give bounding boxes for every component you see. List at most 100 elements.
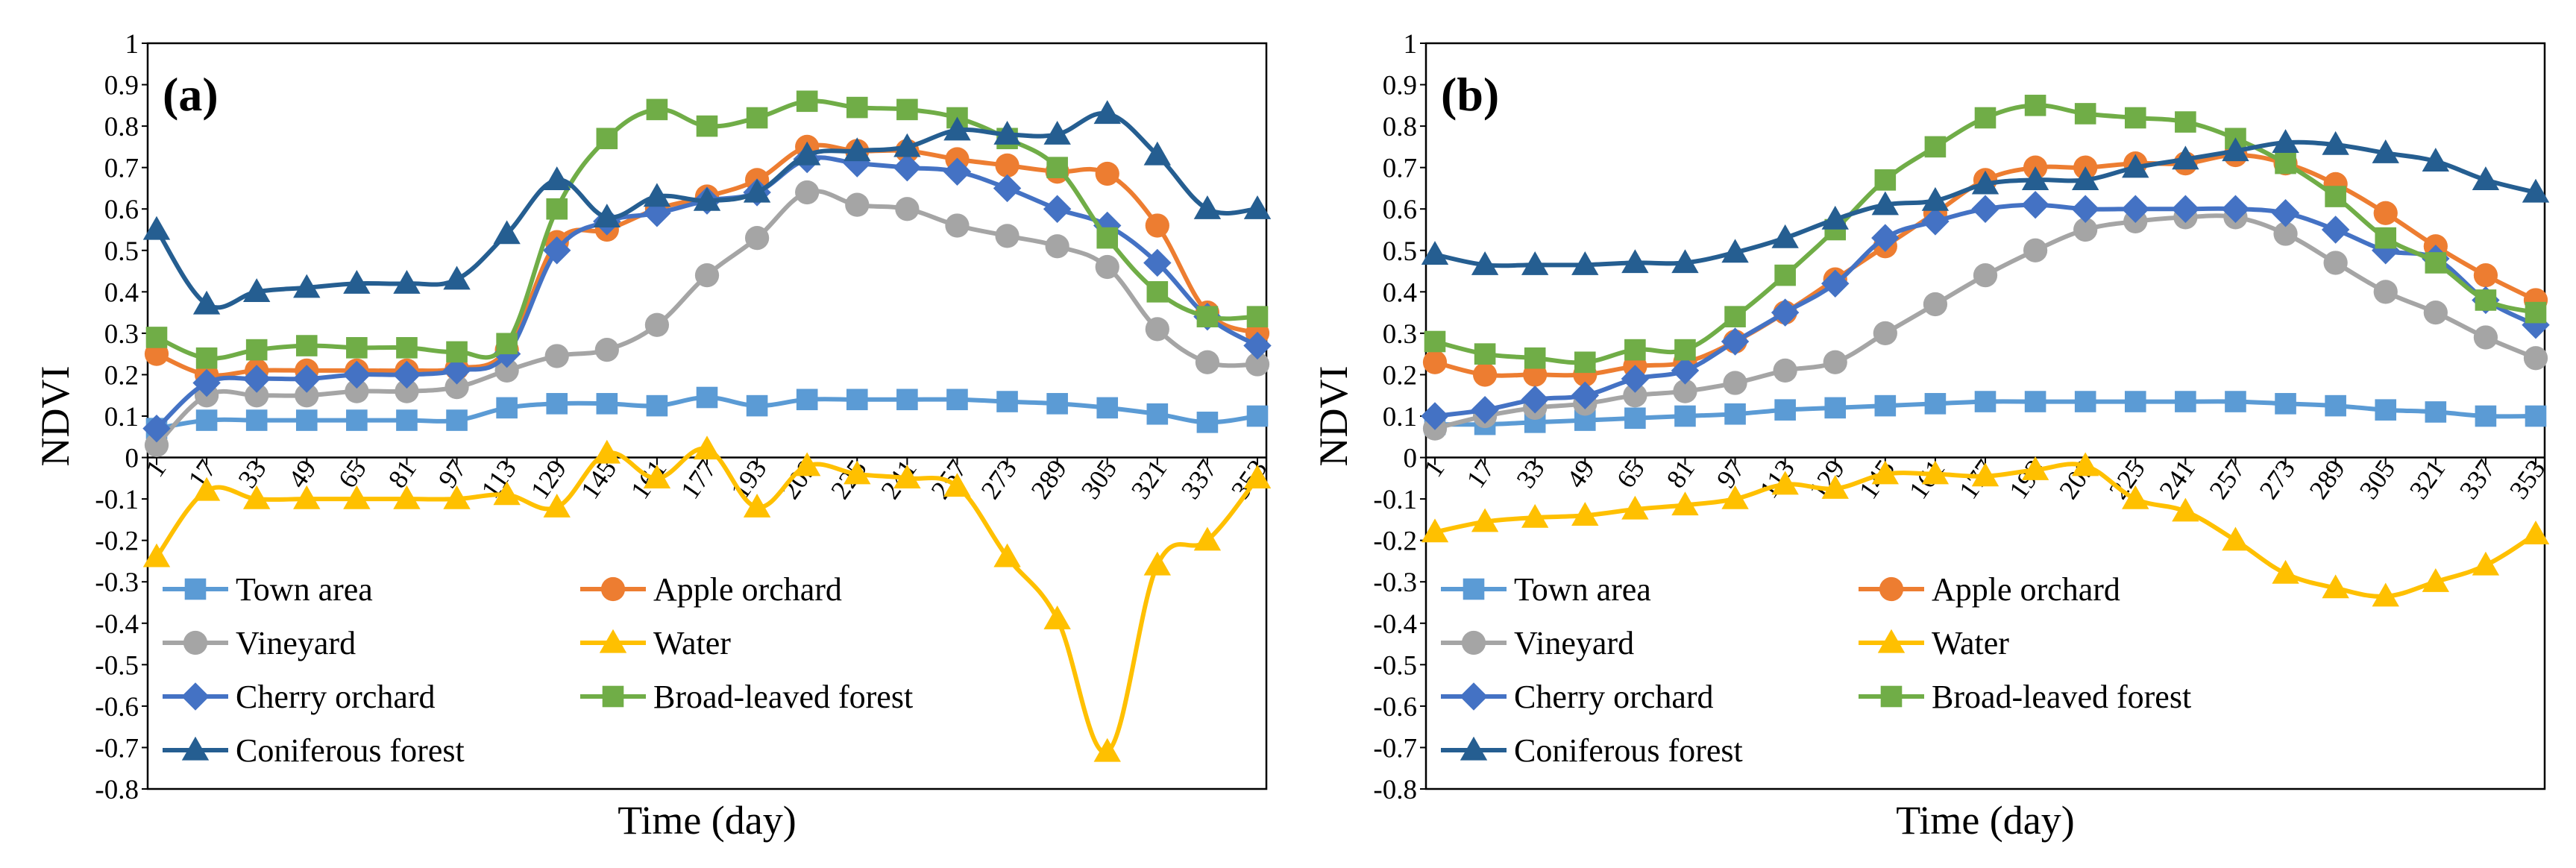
y-tick-label: 0.2 [104, 360, 139, 391]
legend-item-town-area: Town area [1441, 571, 1651, 608]
data-point [793, 141, 821, 166]
legend-swatch-marker [181, 682, 210, 711]
series-line [154, 98, 1260, 361]
series-line [154, 142, 1260, 378]
legend-item-vineyard: Vineyard [163, 625, 356, 661]
data-point [2124, 107, 2146, 129]
series-coniferous-forest [1421, 129, 2550, 275]
data-point [2423, 300, 2448, 325]
data-point [2023, 238, 2048, 262]
y-tick-label: -0.8 [95, 775, 139, 805]
data-point [744, 225, 770, 251]
data-point [245, 383, 269, 408]
data-point [1921, 460, 1950, 485]
legend-item-vineyard: Vineyard [1441, 625, 1634, 661]
legend-swatch-marker [1460, 736, 1488, 761]
data-point [2124, 391, 2146, 412]
data-point [295, 383, 319, 408]
data-point [1245, 352, 1270, 377]
y-tick-label: -0.7 [1373, 733, 1417, 764]
legend-label: Apple orchard [653, 571, 842, 608]
data-point [245, 339, 268, 361]
data-point [2071, 452, 2099, 477]
legend-item-broad-leaved-forest: Broad-leaved forest [1859, 679, 2191, 715]
data-point [1471, 508, 1499, 532]
data-point [696, 386, 718, 409]
data-point [2221, 195, 2250, 223]
data-point [1421, 241, 1449, 265]
data-point [893, 153, 922, 182]
data-point [2472, 166, 2500, 190]
legend-label: Apple orchard [1932, 571, 2120, 608]
y-tick-label: 0.7 [104, 154, 139, 184]
data-point [293, 485, 321, 509]
data-point [2522, 178, 2550, 203]
data-point [1243, 465, 1272, 488]
data-point [1571, 251, 1599, 275]
legend-label: Town area [236, 571, 373, 608]
x-tick-label: 81 [383, 454, 422, 493]
data-point [2071, 166, 2099, 190]
data-point [192, 477, 221, 501]
y-tick-label: 0.7 [1383, 154, 1417, 184]
x-tick-label: 273 [2253, 454, 2301, 504]
y-tick-label: 1 [1404, 29, 1418, 60]
data-point [242, 365, 271, 393]
data-point [593, 204, 621, 227]
data-point [1771, 224, 1799, 248]
y-tick-label: 0.4 [1383, 277, 1417, 308]
y-tick-label: 0.6 [1383, 195, 1417, 225]
data-point [1774, 399, 1796, 421]
data-point [2273, 221, 2298, 246]
data-point [596, 393, 618, 415]
data-point [145, 327, 168, 348]
series-water [142, 435, 1272, 762]
data-point [142, 414, 171, 443]
data-point [596, 128, 618, 150]
legend-item-broad-leaved-forest: Broad-leaved forest [580, 679, 913, 715]
series-cherry-orchard [1421, 190, 2550, 430]
legend-swatch-marker [1880, 685, 1903, 708]
data-point [795, 180, 820, 205]
data-point [1143, 248, 1172, 277]
data-point [2121, 195, 2149, 223]
data-point [696, 115, 718, 137]
data-point [1721, 327, 1750, 356]
series-water [1421, 452, 2550, 607]
data-point [1471, 251, 1499, 275]
data-point [494, 358, 519, 383]
data-point [946, 389, 968, 411]
y-tick-label: 0.6 [104, 195, 139, 225]
data-point [1196, 412, 1219, 433]
data-point [2325, 394, 2346, 417]
data-point [1724, 403, 1746, 425]
data-point [1424, 330, 1446, 353]
x-tick-label: 49 [282, 454, 321, 493]
data-point [2473, 325, 2498, 350]
data-point [1674, 405, 1696, 427]
data-point [693, 186, 721, 211]
data-point [1971, 462, 1999, 487]
data-point [1246, 405, 1269, 427]
series-line [1433, 103, 2538, 365]
x-tick-label: 113 [1753, 454, 1800, 503]
data-point [1146, 403, 1169, 425]
data-point [746, 107, 768, 129]
data-point [796, 90, 818, 113]
data-point [1871, 460, 1900, 485]
x-tick-label: 209 [775, 454, 823, 504]
x-tick-label: 65 [333, 454, 372, 493]
legend-item-water: Water [580, 625, 731, 661]
data-point [646, 98, 668, 121]
series-broad-leaved-forest [1424, 95, 2547, 374]
x-tick-label: 305 [1075, 454, 1123, 504]
legend-label: Water [653, 625, 731, 661]
x-tick-label: 273 [975, 454, 1022, 504]
data-point [2322, 130, 2349, 155]
data-point [1923, 292, 1948, 317]
x-tick-label: 97 [433, 454, 472, 493]
data-point [2475, 405, 2497, 427]
data-point [2323, 251, 2348, 275]
data-point [1871, 191, 1900, 216]
x-tick-label: 321 [2404, 454, 2451, 504]
